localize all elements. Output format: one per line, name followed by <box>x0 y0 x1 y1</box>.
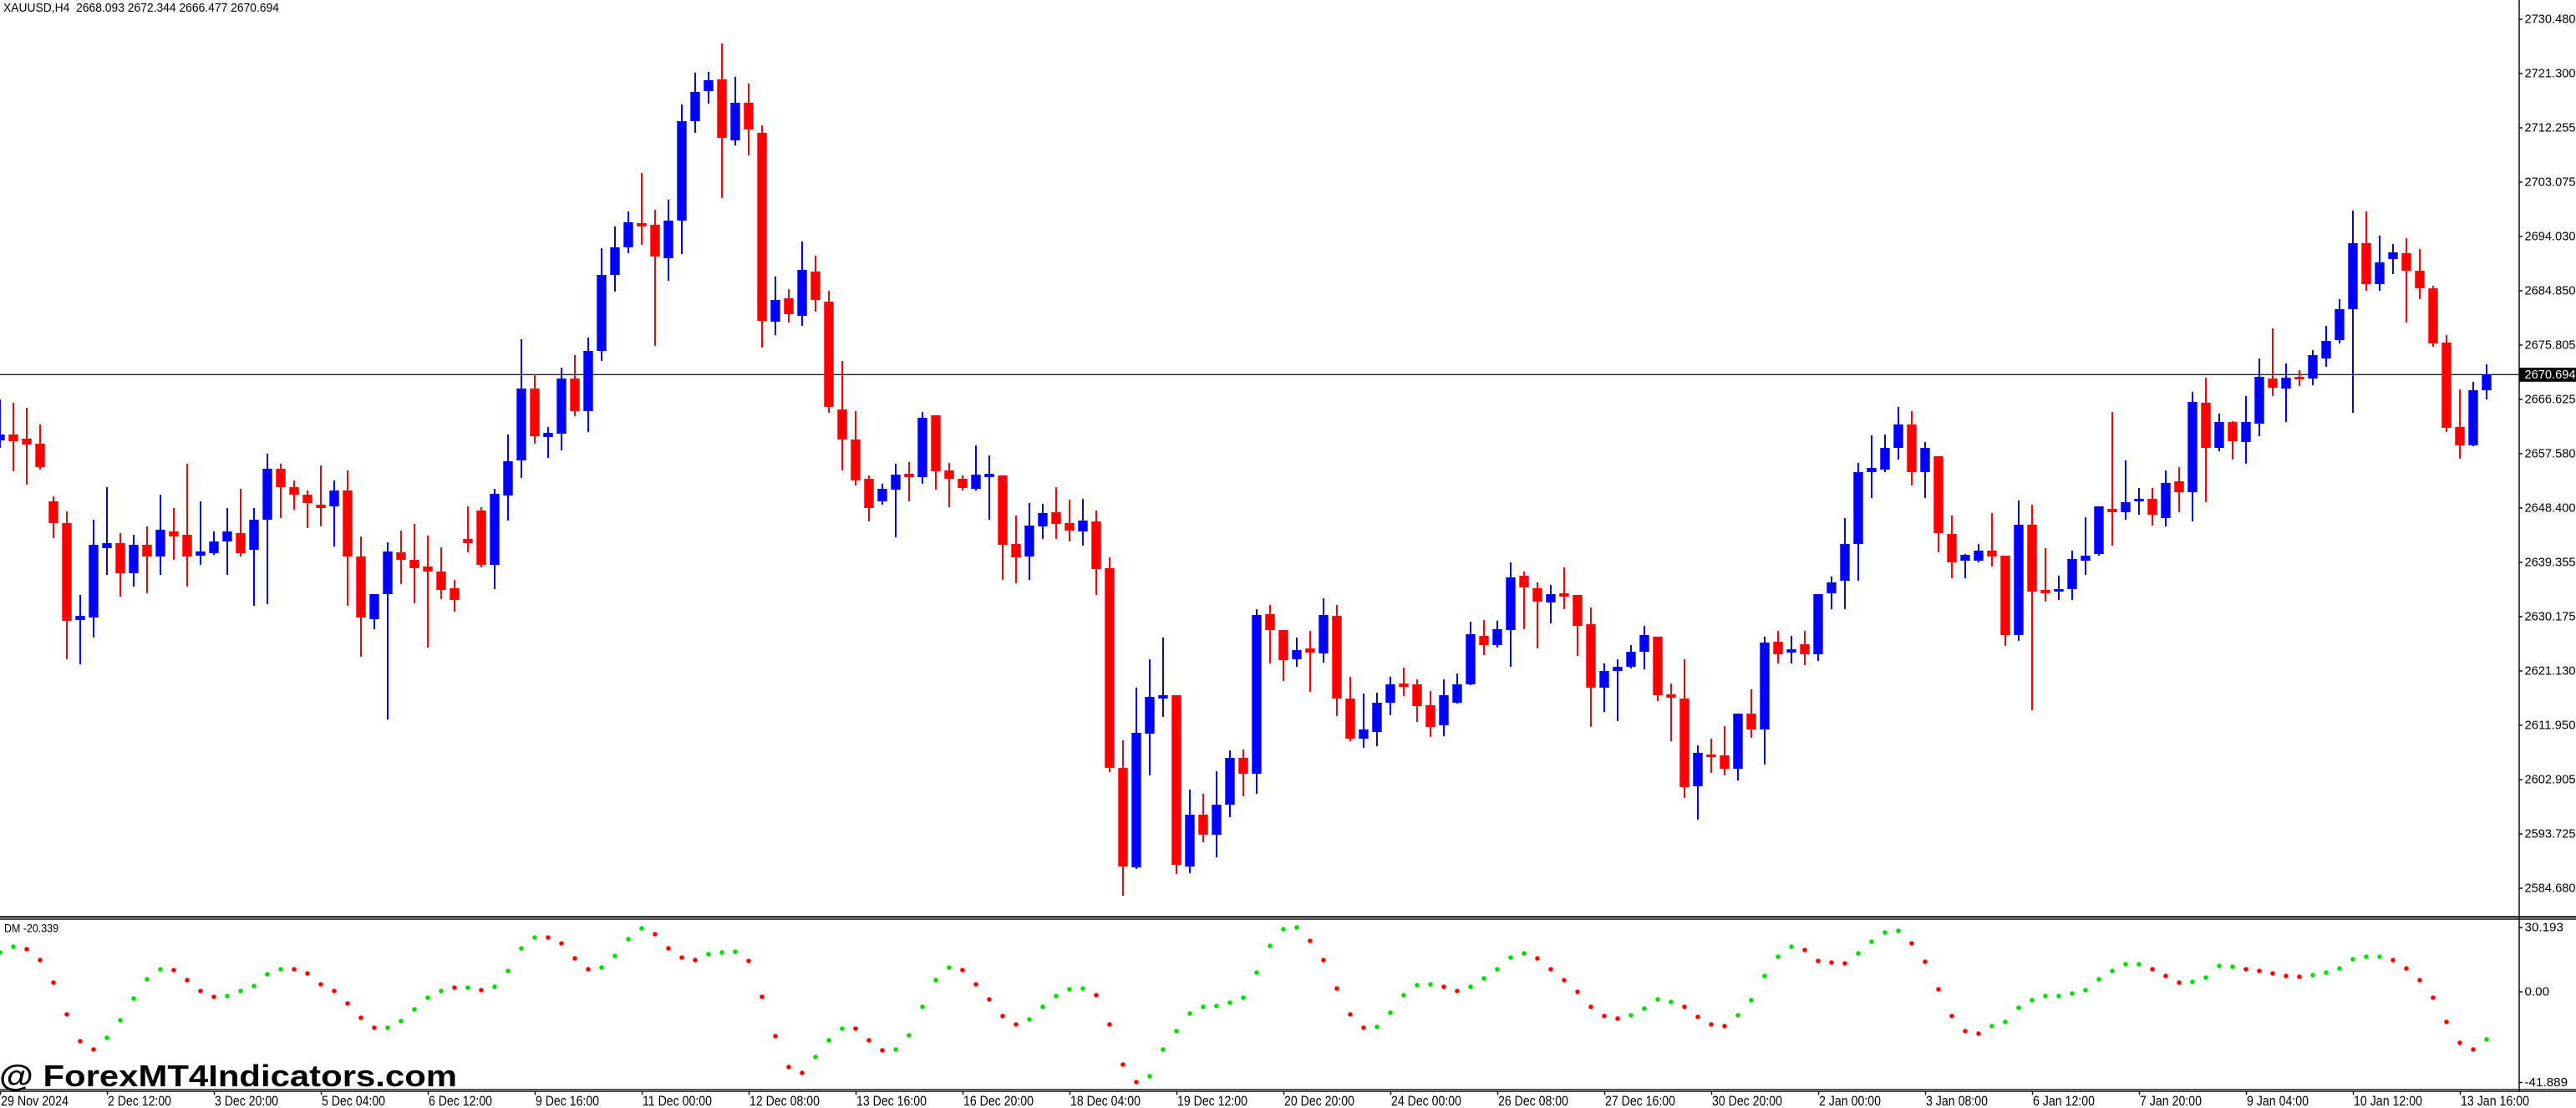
svg-text:3 Jan 08:00: 3 Jan 08:00 <box>1926 1094 1988 1108</box>
svg-text:12 Dec 08:00: 12 Dec 08:00 <box>749 1094 820 1108</box>
svg-text:27 Dec 16:00: 27 Dec 16:00 <box>1605 1094 1675 1108</box>
svg-text:6 Jan 12:00: 6 Jan 12:00 <box>2033 1094 2095 1108</box>
svg-text:7 Jan 20:00: 7 Jan 20:00 <box>2140 1094 2202 1108</box>
svg-text:2721.300: 2721.300 <box>2525 67 2576 81</box>
svg-text:2730.480: 2730.480 <box>2525 13 2576 27</box>
svg-text:10 Jan 12:00: 10 Jan 12:00 <box>2354 1094 2422 1108</box>
svg-text:2694.030: 2694.030 <box>2525 230 2576 244</box>
svg-text:13 Dec 16:00: 13 Dec 16:00 <box>856 1094 927 1108</box>
svg-text:2684.850: 2684.850 <box>2525 284 2576 298</box>
svg-text:24 Dec 00:00: 24 Dec 00:00 <box>1391 1094 1461 1108</box>
svg-text:29 Nov 2024: 29 Nov 2024 <box>1 1094 69 1108</box>
svg-text:2712.255: 2712.255 <box>2525 121 2576 135</box>
svg-text:2 Jan 00:00: 2 Jan 00:00 <box>1819 1094 1881 1108</box>
svg-text:30 Dec 20:00: 30 Dec 20:00 <box>1712 1094 1782 1108</box>
svg-text:0.00: 0.00 <box>2525 985 2550 999</box>
svg-text:20 Dec 20:00: 20 Dec 20:00 <box>1284 1094 1354 1108</box>
svg-text:2666.625: 2666.625 <box>2525 393 2576 407</box>
svg-text:2630.175: 2630.175 <box>2525 610 2576 624</box>
svg-text:-41.889: -41.889 <box>2525 1075 2568 1090</box>
svg-text:6 Dec 12:00: 6 Dec 12:00 <box>429 1094 492 1108</box>
svg-text:13 Jan 16:00: 13 Jan 16:00 <box>2461 1094 2529 1108</box>
svg-text:30.193: 30.193 <box>2525 921 2563 935</box>
svg-text:2657.580: 2657.580 <box>2525 447 2576 461</box>
svg-text:26 Dec 08:00: 26 Dec 08:00 <box>1498 1094 1568 1108</box>
svg-text:2703.075: 2703.075 <box>2525 175 2576 190</box>
svg-text:2584.680: 2584.680 <box>2525 882 2576 896</box>
svg-text:19 Dec 12:00: 19 Dec 12:00 <box>1177 1094 1247 1108</box>
svg-text:18 Dec 04:00: 18 Dec 04:00 <box>1070 1094 1141 1108</box>
svg-text:2675.805: 2675.805 <box>2525 338 2576 353</box>
svg-text:2 Dec 12:00: 2 Dec 12:00 <box>108 1094 171 1108</box>
svg-text:2670.694: 2670.694 <box>2525 368 2576 382</box>
svg-text:2639.355: 2639.355 <box>2525 556 2576 570</box>
svg-text:XAUUSD,H4 2668.093 2672.344 2: XAUUSD,H4 2668.093 2672.344 2666.477 267… <box>3 2 279 15</box>
svg-text:2602.905: 2602.905 <box>2525 773 2576 787</box>
svg-text:2648.400: 2648.400 <box>2525 501 2576 516</box>
svg-text:11 Dec 00:00: 11 Dec 00:00 <box>643 1094 712 1108</box>
svg-text:5 Dec 04:00: 5 Dec 04:00 <box>322 1094 385 1108</box>
svg-text:@ ForexMT4Indicators.com: @ ForexMT4Indicators.com <box>0 1059 457 1093</box>
svg-text:9 Dec 16:00: 9 Dec 16:00 <box>536 1094 599 1108</box>
svg-text:2593.725: 2593.725 <box>2525 827 2576 841</box>
svg-text:9 Jan 04:00: 9 Jan 04:00 <box>2247 1094 2309 1108</box>
svg-text:16 Dec 20:00: 16 Dec 20:00 <box>963 1094 1034 1108</box>
svg-text:2611.950: 2611.950 <box>2525 719 2576 733</box>
svg-text:DM -20.339: DM -20.339 <box>4 921 58 934</box>
svg-text:2621.130: 2621.130 <box>2525 664 2576 679</box>
svg-text:3 Dec 20:00: 3 Dec 20:00 <box>215 1094 278 1108</box>
